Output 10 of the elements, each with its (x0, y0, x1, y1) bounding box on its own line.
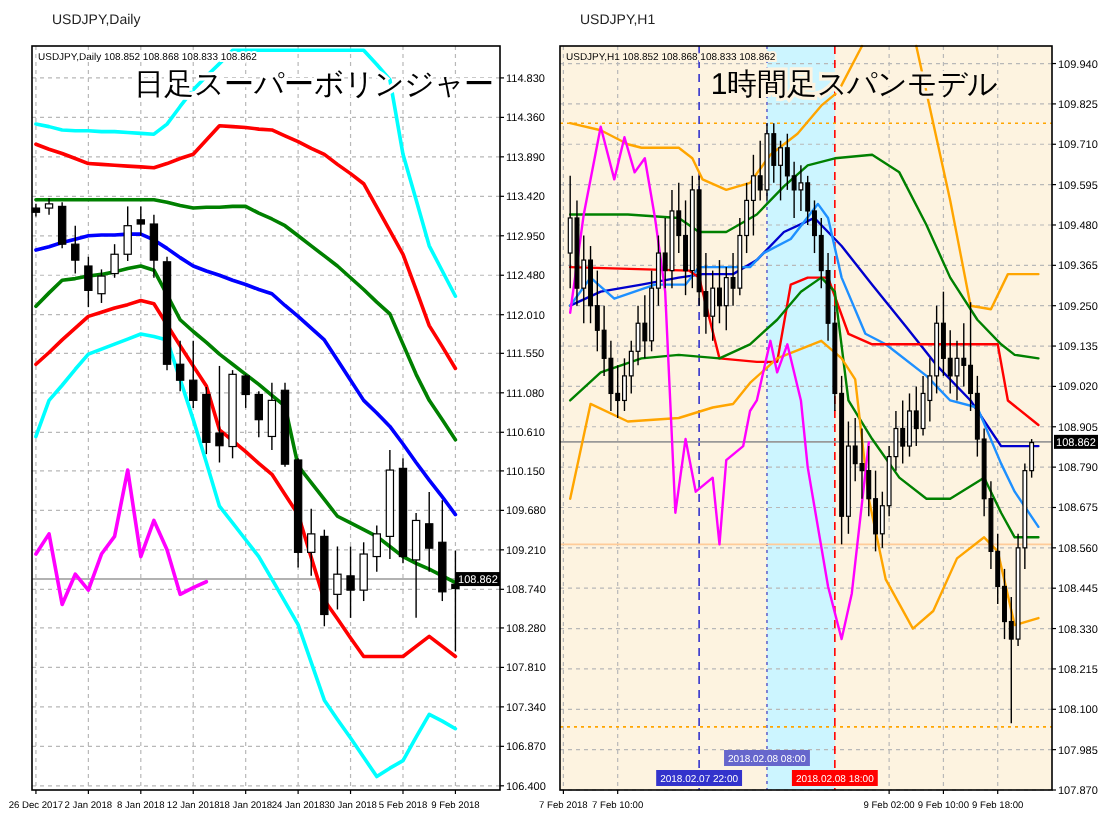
line-series (34, 332, 458, 779)
line-series (34, 468, 209, 607)
line-series (568, 153, 1040, 360)
line-series (34, 197, 458, 442)
line-series (34, 298, 458, 659)
line-series (34, 48, 458, 299)
line-series (568, 202, 1040, 528)
line-series (34, 123, 458, 371)
line-series (568, 125, 870, 641)
line-series (568, 276, 1040, 539)
